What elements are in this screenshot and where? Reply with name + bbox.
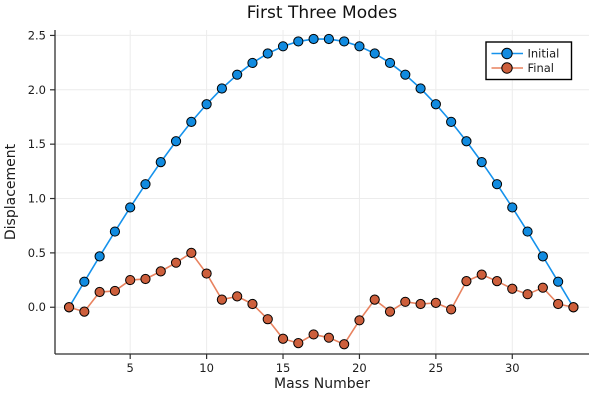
data-point-initial bbox=[79, 276, 90, 287]
data-point-final bbox=[400, 296, 411, 307]
data-point-final bbox=[553, 298, 564, 310]
series bbox=[63, 33, 579, 350]
gridlines bbox=[55, 30, 589, 354]
data-point-initial bbox=[369, 48, 380, 59]
data-point-final bbox=[369, 294, 380, 305]
data-point-initial bbox=[216, 83, 227, 94]
y-tick-label: 1.5 bbox=[28, 137, 46, 151]
legend-label-final: Final bbox=[528, 61, 555, 75]
data-point-initial bbox=[125, 202, 136, 213]
data-point-initial bbox=[415, 83, 426, 94]
x-tick-label: 10 bbox=[199, 361, 214, 375]
data-point-initial bbox=[293, 36, 304, 47]
legend-marker-initial bbox=[501, 47, 513, 60]
data-point-final bbox=[323, 332, 334, 343]
data-point-initial bbox=[522, 226, 533, 237]
data-point-final bbox=[415, 298, 426, 310]
data-point-initial bbox=[186, 116, 197, 127]
legend-marker-final bbox=[501, 62, 513, 74]
y-tick-label: 2.5 bbox=[28, 28, 46, 42]
data-point-initial bbox=[537, 251, 548, 262]
data-point-final bbox=[277, 333, 289, 344]
data-point-initial bbox=[491, 179, 503, 190]
legend-label-initial: Initial bbox=[528, 47, 560, 61]
data-point-initial bbox=[262, 48, 273, 59]
data-point-final bbox=[186, 247, 197, 258]
data-point-final bbox=[247, 298, 258, 310]
y-axis-label: Displacement bbox=[3, 143, 19, 240]
data-point-final bbox=[232, 291, 243, 302]
data-point-final bbox=[94, 286, 105, 298]
data-point-initial bbox=[476, 157, 487, 168]
data-point-final bbox=[140, 273, 151, 285]
data-point-initial bbox=[247, 57, 258, 69]
x-tick-label: 30 bbox=[505, 361, 520, 375]
chart-title: First Three Modes bbox=[247, 3, 398, 23]
data-point-final bbox=[155, 266, 166, 277]
data-point-final bbox=[491, 276, 503, 287]
data-point-initial bbox=[446, 116, 457, 127]
data-point-initial bbox=[461, 136, 472, 147]
x-tick-label: 25 bbox=[429, 361, 444, 375]
data-point-final bbox=[109, 285, 121, 297]
axis-labels: First Three Modes Mass Number Displaceme… bbox=[3, 3, 397, 392]
data-point-final bbox=[446, 304, 457, 315]
data-point-final bbox=[476, 269, 487, 280]
data-point-initial bbox=[553, 276, 564, 287]
data-point-initial bbox=[430, 99, 441, 110]
data-point-initial bbox=[339, 36, 350, 47]
data-point-final bbox=[430, 297, 441, 308]
data-point-initial bbox=[277, 41, 289, 52]
data-point-initial bbox=[232, 69, 243, 80]
data-point-final bbox=[568, 302, 579, 313]
data-point-final bbox=[125, 274, 136, 286]
data-point-final bbox=[537, 282, 548, 293]
data-point-final bbox=[293, 338, 304, 349]
data-point-initial bbox=[384, 57, 396, 69]
data-point-final bbox=[507, 283, 518, 294]
y-tick-label: 1.0 bbox=[28, 192, 46, 206]
data-point-final bbox=[170, 257, 182, 268]
y-tick-label: 2.0 bbox=[28, 83, 46, 97]
data-point-final bbox=[308, 329, 319, 340]
x-tick-label: 15 bbox=[276, 361, 291, 375]
x-tick-label: 5 bbox=[127, 361, 134, 375]
data-point-final bbox=[79, 306, 90, 317]
data-point-initial bbox=[323, 33, 334, 45]
data-point-initial bbox=[308, 33, 319, 45]
x-tick-label: 20 bbox=[352, 361, 367, 375]
data-point-final bbox=[216, 294, 227, 305]
data-point-final bbox=[354, 315, 365, 326]
data-point-initial bbox=[170, 136, 182, 147]
data-point-final bbox=[262, 314, 273, 325]
legend-box bbox=[485, 41, 573, 81]
data-point-initial bbox=[109, 226, 121, 237]
y-tick-label: 0.0 bbox=[28, 300, 46, 314]
data-point-final bbox=[63, 302, 75, 313]
series-line-initial bbox=[68, 38, 575, 308]
data-point-initial bbox=[140, 179, 151, 190]
data-point-final bbox=[201, 268, 212, 279]
data-point-final bbox=[339, 339, 350, 350]
data-point-initial bbox=[354, 41, 365, 52]
data-point-final bbox=[461, 276, 472, 287]
y-tick-label: 0.5 bbox=[28, 246, 46, 260]
axes: 0.0 0.5 1.0 1.5 2.0 2.5 5 10 15 20 25 30 bbox=[28, 28, 589, 375]
data-point-initial bbox=[201, 99, 212, 110]
data-point-initial bbox=[507, 202, 518, 213]
data-point-final bbox=[384, 306, 396, 317]
data-point-final bbox=[522, 289, 533, 300]
data-point-initial bbox=[155, 157, 166, 168]
data-point-initial bbox=[400, 69, 411, 80]
data-point-initial bbox=[94, 251, 105, 262]
x-axis-label: Mass Number bbox=[274, 376, 370, 392]
series-line-final bbox=[68, 252, 574, 346]
